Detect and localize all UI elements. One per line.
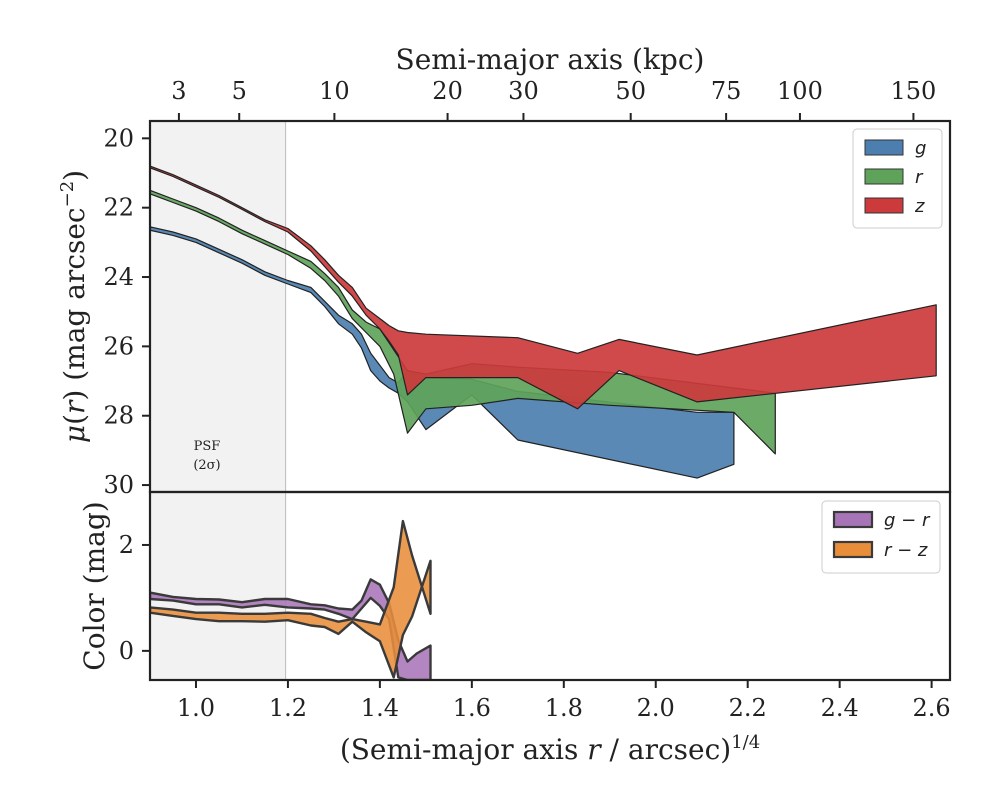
y-label-exponent: −2 [57, 181, 78, 208]
psf-label: PSF [194, 439, 221, 454]
x-label-units: / arcsec) [601, 733, 732, 766]
y-label-paren-close: ) [58, 170, 91, 181]
color-y-tick-label: 2 [119, 531, 134, 559]
y-tick-label: 24 [103, 263, 134, 291]
top-tick-label: 150 [891, 77, 937, 105]
band-g-r-color [150, 578, 432, 680]
color-series [150, 519, 432, 680]
x-label-prefix: (Semi-major axis [340, 733, 587, 766]
y-axis-ticks-color: 02 [119, 531, 150, 665]
legend-label-r: r [915, 167, 924, 188]
psf-shaded-region-color [150, 492, 286, 680]
y-label-mu: μ [58, 425, 91, 443]
top-tick-label: 3 [171, 77, 186, 105]
band-z-series [150, 165, 937, 410]
surface-brightness-legend: grz [852, 128, 943, 229]
top-tick-label: 75 [711, 77, 742, 105]
band-r-z-color [150, 519, 432, 679]
y-label-units: ) (mag arcsec [58, 207, 91, 400]
legend-swatch-r-z [832, 540, 874, 559]
x-tick-label: 1.8 [545, 694, 583, 722]
x-axis-label: (Semi-major axis r / arcsec)1/4 [340, 732, 760, 766]
y-axis-label-surface-brightness: μ(r) (mag arcsec−2) [57, 170, 91, 443]
legend-label-g: g [915, 138, 926, 159]
psf-label-sigma: (2σ) [193, 458, 220, 473]
x-tick-label: 1.0 [177, 694, 215, 722]
x-tick-label: 2.6 [913, 694, 951, 722]
surface-brightness-panel: PSF (2σ) 20 22 24 26 28 30 3 5 10 20 30 50 75 100 150… [57, 43, 952, 499]
legend-label-g-r: g − r [884, 510, 931, 531]
x-tick-label: 2.2 [729, 694, 767, 722]
y-tick-label: 26 [103, 332, 134, 360]
y-label-paren-open: ( [58, 414, 91, 425]
x-tick-label: 1.4 [361, 694, 399, 722]
x-tick-label: 2.0 [637, 694, 675, 722]
surface-brightness-series [150, 165, 937, 479]
legend-swatch-g-r [832, 510, 874, 529]
y-tick-label: 20 [103, 124, 134, 152]
top-tick-label: 20 [432, 77, 463, 105]
x-tick-label: 2.4 [821, 694, 859, 722]
legend-swatch-z [864, 197, 904, 214]
legend-label-z: z [914, 196, 925, 217]
top-tick-label: 100 [777, 77, 823, 105]
x-axis-ticks: 1.0 1.2 1.4 1.6 1.8 2.0 2.2 2.4 2.6 [177, 680, 951, 722]
y-label-r: r [58, 399, 91, 414]
legend-swatch-g [864, 139, 904, 156]
band-g-series [150, 226, 735, 479]
psf-shaded-region [150, 121, 286, 492]
y-tick-label: 22 [103, 194, 134, 222]
legend-label-r-z: r − z [884, 540, 928, 561]
x-label-exponent: 1/4 [731, 732, 760, 753]
y-tick-label: 28 [103, 402, 134, 430]
legend-swatch-r [864, 168, 904, 185]
color-panel: 02 1.0 1.2 1.4 1.6 1.8 2.0 2.2 2.4 2.6 Color (ma… [78, 490, 952, 766]
y-axis-label-color: Color (mag) [78, 501, 111, 670]
top-axis-ticks-kpc: 3 5 10 20 30 50 75 100 150 [171, 77, 936, 121]
x-tick-label: 1.6 [453, 694, 491, 722]
top-tick-label: 5 [232, 77, 247, 105]
top-tick-label: 50 [615, 77, 646, 105]
band-r-series [150, 189, 776, 455]
color-y-tick-label: 0 [119, 637, 134, 665]
top-axis-label: Semi-major axis (kpc) [396, 43, 705, 76]
y-tick-label: 30 [103, 471, 134, 499]
color-legend: g − r r − z [821, 500, 941, 574]
x-tick-label: 1.2 [269, 694, 307, 722]
top-tick-label: 10 [319, 77, 350, 105]
y-axis-ticks-surface-brightness: 20 22 24 26 28 30 [103, 124, 150, 499]
color-axes-frame [148, 490, 952, 682]
x-label-r: r [587, 733, 602, 766]
top-tick-label: 30 [508, 77, 539, 105]
